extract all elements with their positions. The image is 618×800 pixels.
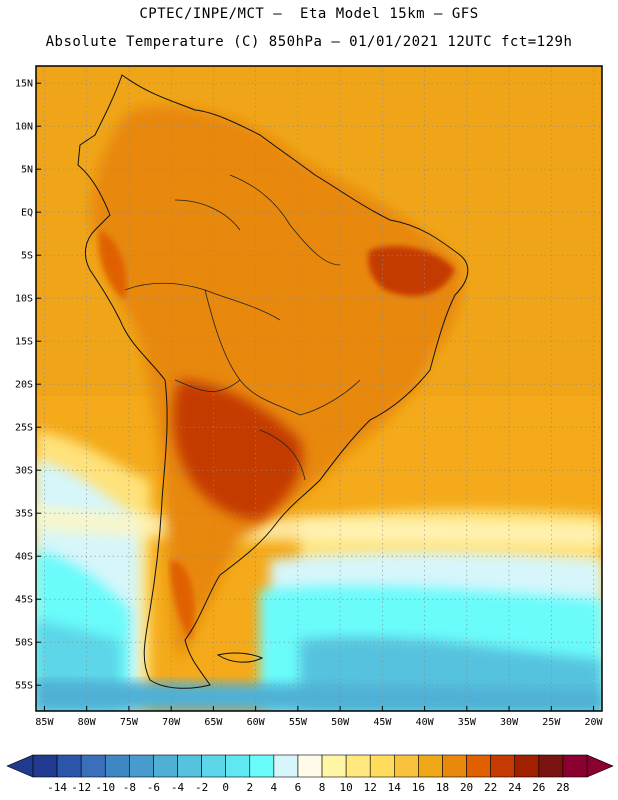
colorbar-swatch bbox=[80, 754, 106, 778]
colorbar-swatch bbox=[225, 754, 251, 778]
colorbar-label: -8 bbox=[123, 781, 136, 794]
lon-tick-label: 65W bbox=[204, 717, 223, 728]
lat-tick-label: 25S bbox=[15, 423, 33, 434]
longitude-tick-labels: 85W 80W 75W 70W 65W 60W 55W 50W 45W 40W 35W 30W 25W 2… bbox=[35, 706, 604, 728]
colorbar-swatch bbox=[56, 754, 82, 778]
lon-tick-label: 55W bbox=[289, 717, 308, 728]
colorbar-swatch bbox=[104, 754, 130, 778]
lat-tick-label: 10S bbox=[15, 294, 33, 305]
lat-tick-label: 40S bbox=[15, 552, 33, 563]
lat-tick-label: 15N bbox=[15, 79, 33, 90]
colorbar-label: 10 bbox=[340, 781, 353, 794]
lon-tick-label: 20W bbox=[585, 717, 604, 728]
colorbar-label: -14 bbox=[47, 781, 67, 794]
lat-tick-label: 55S bbox=[15, 681, 33, 692]
lat-tick-label: 5S bbox=[21, 251, 33, 262]
colorbar: -14 -12 -10 -8 -6 -4 -2 0 2 4 6 8 10 12 14 16 18 20 22 24 26… bbox=[6, 754, 614, 794]
colorbar-swatch bbox=[297, 754, 323, 778]
colorbar-swatch bbox=[490, 754, 516, 778]
lon-tick-label: 45W bbox=[373, 717, 392, 728]
lat-tick-label: 15S bbox=[15, 337, 33, 348]
colorbar-swatch bbox=[345, 754, 371, 778]
colorbar-label: 22 bbox=[484, 781, 497, 794]
lon-tick-label: 70W bbox=[162, 717, 181, 728]
lat-tick-label: 5N bbox=[21, 165, 33, 176]
colorbar-label: -2 bbox=[195, 781, 208, 794]
colorbar-label: 6 bbox=[295, 781, 302, 794]
colorbar-label: 8 bbox=[319, 781, 326, 794]
coastlines bbox=[77, 74, 469, 689]
colorbar-swatch bbox=[153, 754, 178, 778]
colorbar-swatch bbox=[466, 754, 491, 778]
colorbar-swatch bbox=[418, 754, 443, 778]
colorbar-label: 20 bbox=[460, 781, 473, 794]
lon-tick-label: 50W bbox=[331, 717, 350, 728]
lon-tick-label: 35W bbox=[458, 717, 477, 728]
lon-tick-label: 25W bbox=[542, 717, 561, 728]
colorbar-label: -4 bbox=[171, 781, 185, 794]
colorbar-label: -10 bbox=[95, 781, 115, 794]
lon-tick-label: 80W bbox=[78, 717, 97, 728]
colorbar-arrow-high bbox=[586, 754, 614, 778]
lon-tick-label: 40W bbox=[416, 717, 435, 728]
colorbar-swatch bbox=[514, 754, 540, 778]
lat-tick-label: 50S bbox=[15, 638, 33, 649]
colorbar-swatch bbox=[321, 754, 347, 778]
map-frame bbox=[35, 65, 603, 712]
colorbar-swatch bbox=[201, 754, 226, 778]
colorbar-swatch bbox=[394, 754, 419, 778]
colorbar-arrow-low bbox=[6, 754, 34, 778]
colorbar-label: 16 bbox=[412, 781, 425, 794]
colorbar-label: 0 bbox=[222, 781, 229, 794]
map-title-line-1: CPTEC/INPE/MCT – Eta Model 15km – GFS bbox=[139, 6, 479, 22]
latitude-tick-labels: 15N 10N 5N EQ 5S 10S 15S 20S 25S 30S 35S 40S 45S 50S 5… bbox=[15, 79, 41, 692]
map-title-line-2: Absolute Temperature (C) 850hPa – 01/01/… bbox=[45, 34, 573, 50]
colorbar-swatch bbox=[538, 754, 564, 778]
colorbar-swatch bbox=[32, 754, 58, 778]
colorbar-swatch bbox=[273, 754, 299, 778]
lat-tick-label: 30S bbox=[15, 466, 33, 477]
colorbar-label: 24 bbox=[508, 781, 522, 794]
colorbar-label: 28 bbox=[556, 781, 569, 794]
lat-tick-label: 35S bbox=[15, 509, 33, 520]
colorbar-label: 4 bbox=[271, 781, 278, 794]
lon-tick-label: 85W bbox=[35, 717, 54, 728]
colorbar-label: 2 bbox=[246, 781, 253, 794]
colorbar-swatch bbox=[129, 754, 154, 778]
colorbar-label: 26 bbox=[532, 781, 545, 794]
lon-tick-label: 60W bbox=[247, 717, 266, 728]
colorbar-label: -12 bbox=[71, 781, 91, 794]
temperature-field bbox=[36, 66, 602, 711]
lon-tick-label: 30W bbox=[500, 717, 519, 728]
lat-tick-label: 10N bbox=[15, 122, 33, 133]
colorbar-swatch bbox=[177, 754, 202, 778]
colorbar-label: 18 bbox=[436, 781, 449, 794]
lon-tick-label: 75W bbox=[120, 717, 139, 728]
colorbar-label: -6 bbox=[147, 781, 160, 794]
colorbar-label: 14 bbox=[388, 781, 402, 794]
lat-tick-label: 45S bbox=[15, 595, 33, 606]
lat-tick-label: 20S bbox=[15, 380, 33, 391]
colorbar-swatch bbox=[369, 754, 395, 778]
colorbar-swatch bbox=[562, 754, 588, 778]
colorbar-label: 12 bbox=[364, 781, 377, 794]
colorbar-swatch bbox=[249, 754, 275, 778]
lat-tick-label: EQ bbox=[21, 208, 33, 219]
country-borders bbox=[124, 174, 361, 481]
colorbar-swatch bbox=[442, 754, 467, 778]
